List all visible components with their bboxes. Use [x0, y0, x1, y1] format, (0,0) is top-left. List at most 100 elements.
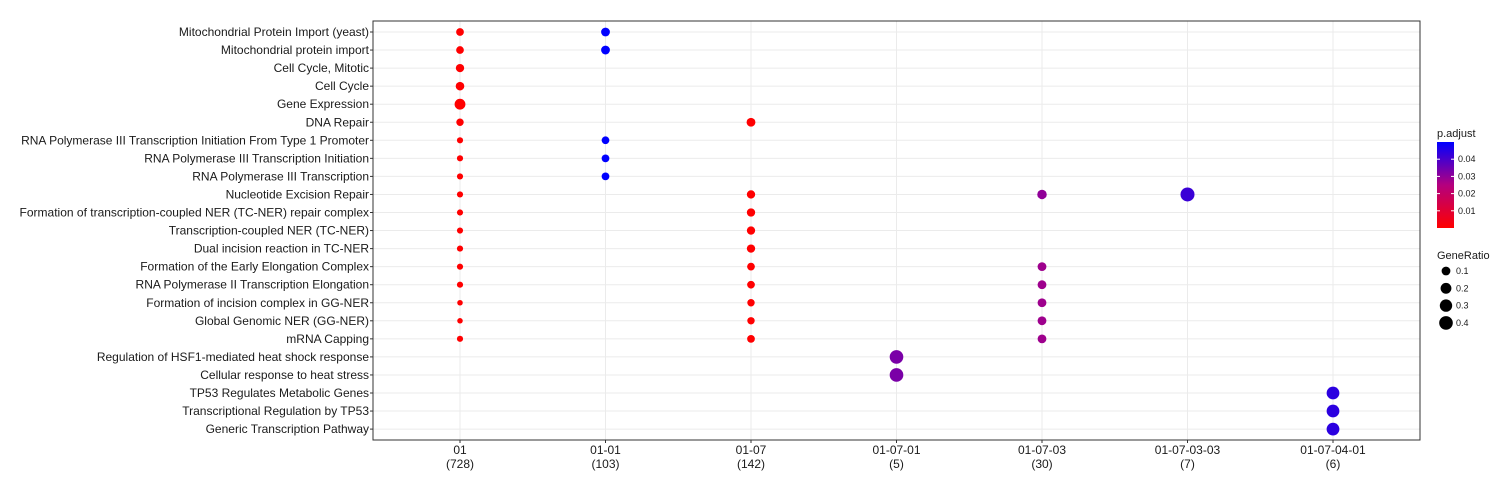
gene-ratio-label-0: 0.1	[1456, 266, 1469, 276]
data-point-01-07-formation-of-transcription-coupled-ner-tc-ner-repair-complex	[746, 208, 756, 217]
data-point-01-07-01-cellular-response-to-heat-stress	[889, 368, 904, 382]
data-point-01-dual-incision-reaction-in-tc-ner	[456, 245, 464, 252]
data-point-01-formation-of-the-early-elongation-complex	[456, 263, 464, 270]
y-tick-label-regulation-of-hsf1-mediated-heat-shock-response: Regulation of HSF1-mediated heat shock r…	[97, 350, 369, 364]
legend-gene-ratio-title: GeneRatio	[1437, 250, 1490, 262]
y-tick-label-rna-polymerase-ii-transcription-elongation: RNA Polymerase II Transcription Elongati…	[136, 278, 369, 292]
data-point-01-01-mitochondrial-protein-import	[601, 45, 610, 55]
x-axis: 01(728) 01-01(103) 01-07(142) 01-07-01(5) 01…	[446, 440, 1366, 471]
data-point-01-07-dna-repair	[746, 117, 756, 127]
data-point-01-07-03-global-genomic-ner-gg-ner	[1037, 316, 1047, 326]
y-tick-label-global-genomic-ner-gg-ner: Global Genomic NER (GG-NER)	[195, 314, 369, 328]
data-point-01-dna-repair	[456, 118, 464, 126]
data-point-01-07-03-formation-of-the-early-elongation-complex	[1037, 262, 1047, 272]
y-tick-label-cell-cycle: Cell Cycle	[315, 79, 369, 93]
x-tick-label-01-07-04-01: 01-07-04-01	[1300, 443, 1366, 457]
y-tick-label-cell-cycle-mitotic: Cell Cycle, Mitotic	[274, 61, 369, 75]
y-tick-label-dna-repair: DNA Repair	[306, 115, 369, 129]
y-tick-label-nucleotide-excision-repair: Nucleotide Excision Repair	[226, 187, 369, 201]
data-point-01-01-mitochondrial-protein-import-yeast	[601, 27, 610, 37]
data-point-01-01-rna-polymerase-iii-transcription	[601, 172, 610, 181]
y-tick-label-formation-of-incision-complex-in-gg-ner: Formation of incision complex in GG-NER	[146, 296, 369, 310]
data-point-01-07-03-03-nucleotide-excision-repair	[1180, 187, 1195, 202]
data-point-01-rna-polymerase-iii-transcription-initiation	[456, 155, 464, 162]
data-point-01-07-04-01-generic-transcription-pathway	[1326, 422, 1340, 436]
data-point-01-07-dual-incision-reaction-in-tc-ner	[746, 244, 756, 253]
data-point-01-transcription-coupled-ner-tc-ner	[456, 227, 464, 234]
x-tick-count-01: (728)	[446, 457, 474, 471]
gene-ratio-key-1	[1440, 282, 1452, 294]
y-tick-label-mitochondrial-protein-import: Mitochondrial protein import	[221, 43, 370, 57]
p-adjust-tick-label-0: 0.01	[1458, 206, 1476, 216]
legend-gene-ratio: GeneRatio 0.1 0.2 0.3 0.4	[1437, 250, 1490, 330]
gene-ratio-key-2	[1439, 299, 1453, 312]
data-point-01-07-nucleotide-excision-repair	[746, 190, 756, 199]
gridlines	[373, 21, 1420, 440]
y-tick-label-transcription-coupled-ner-tc-ner: Transcription-coupled NER (TC-NER)	[169, 224, 369, 238]
data-point-01-07-03-nucleotide-excision-repair	[1037, 189, 1047, 200]
y-tick-label-generic-transcription-pathway: Generic Transcription Pathway	[206, 422, 369, 436]
x-tick-count-01-07-03: (30)	[1031, 457, 1052, 471]
data-point-01-07-01-regulation-of-hsf1-mediated-heat-shock-response	[889, 350, 904, 364]
x-tick-label-01-07-01: 01-07-01	[872, 443, 920, 457]
y-tick-label-tp53-regulates-metabolic-genes: TP53 Regulates Metabolic Genes	[190, 386, 369, 400]
p-adjust-tick-label-3: 0.04	[1458, 154, 1476, 164]
data-point-01-07-formation-of-the-early-elongation-complex	[747, 262, 755, 271]
x-tick-count-01-01: (103)	[591, 457, 619, 471]
data-point-01-formation-of-transcription-coupled-ner-tc-ner-repair-complex	[456, 209, 464, 216]
data-point-01-07-rna-polymerase-ii-transcription-elongation	[747, 280, 755, 289]
data-point-01-nucleotide-excision-repair	[456, 191, 464, 198]
data-point-01-mitochondrial-protein-import-yeast	[456, 28, 464, 36]
data-point-01-07-03-rna-polymerase-ii-transcription-elongation	[1037, 280, 1047, 290]
data-point-01-global-genomic-ner-gg-ner	[457, 318, 463, 324]
y-tick-label-cellular-response-to-heat-stress: Cellular response to heat stress	[200, 368, 369, 382]
legend-p-adjust-title: p.adjust	[1437, 128, 1476, 140]
y-axis: Mitochondrial Protein Import (yeast) Mito…	[20, 25, 373, 436]
data-points	[454, 27, 1340, 436]
legend-p-adjust: p.adjust 0.01 0.02 0.03 0.04	[1437, 128, 1476, 228]
x-tick-count-01-07-01: (5)	[889, 457, 904, 471]
x-tick-label-01-07: 01-07	[736, 443, 767, 457]
gene-ratio-key-3	[1439, 316, 1453, 330]
x-tick-label-01: 01	[453, 443, 467, 457]
x-tick-label-01-07-03-03: 01-07-03-03	[1155, 443, 1221, 457]
gene-ratio-key-0	[1441, 266, 1451, 276]
data-point-01-formation-of-incision-complex-in-gg-ner	[457, 299, 463, 306]
data-point-01-rna-polymerase-iii-transcription	[456, 173, 464, 180]
y-tick-label-mitochondrial-protein-import-yeast: Mitochondrial Protein Import (yeast)	[179, 25, 369, 39]
p-adjust-tick-label-2: 0.03	[1458, 171, 1476, 181]
data-point-01-cell-cycle	[455, 81, 465, 91]
data-point-01-01-rna-polymerase-iii-transcription-initiation-from-type-1-promoter	[601, 136, 610, 145]
x-tick-count-01-07: (142)	[737, 457, 765, 471]
data-point-01-07-global-genomic-ner-gg-ner	[747, 317, 755, 325]
data-point-01-07-transcription-coupled-ner-tc-ner	[746, 226, 756, 235]
y-tick-label-mrna-capping: mRNA Capping	[286, 332, 369, 346]
gene-ratio-label-1: 0.2	[1456, 283, 1469, 293]
data-point-01-mitochondrial-protein-import	[456, 46, 464, 54]
y-tick-label-rna-polymerase-iii-transcription: RNA Polymerase III Transcription	[192, 169, 369, 183]
gene-ratio-label-3: 0.4	[1456, 318, 1469, 328]
data-point-01-rna-polymerase-ii-transcription-elongation	[456, 281, 464, 288]
y-tick-label-rna-polymerase-iii-transcription-initiation-from-type-1-promoter: RNA Polymerase III Transcription Initiat…	[21, 133, 369, 147]
y-tick-label-rna-polymerase-iii-transcription-initiation: RNA Polymerase III Transcription Initiat…	[144, 151, 369, 165]
data-point-01-gene-expression	[454, 98, 466, 110]
x-tick-label-01-01: 01-01	[590, 443, 621, 457]
data-point-01-07-03-formation-of-incision-complex-in-gg-ner	[1037, 298, 1047, 308]
data-point-01-rna-polymerase-iii-transcription-initiation-from-type-1-promoter	[456, 137, 464, 144]
gene-ratio-label-2: 0.3	[1456, 301, 1469, 311]
y-tick-label-formation-of-transcription-coupled-ner-tc-ner-repair-complex: Formation of transcription-coupled NER (…	[20, 206, 369, 220]
y-tick-label-transcriptional-regulation-by-tp53: Transcriptional Regulation by TP53	[182, 404, 369, 418]
data-point-01-07-03-mrna-capping	[1037, 334, 1047, 344]
y-tick-label-dual-incision-reaction-in-tc-ner: Dual incision reaction in TC-NER	[194, 242, 370, 256]
x-tick-count-01-07-03-03: (7)	[1180, 457, 1195, 471]
y-tick-label-gene-expression: Gene Expression	[277, 97, 369, 111]
data-point-01-07-04-01-tp53-regulates-metabolic-genes	[1326, 386, 1340, 400]
data-point-01-01-rna-polymerase-iii-transcription-initiation	[601, 154, 610, 163]
data-point-01-cell-cycle-mitotic	[455, 63, 465, 73]
data-point-01-mrna-capping	[456, 335, 464, 342]
data-point-01-07-formation-of-incision-complex-in-gg-ner	[747, 299, 755, 307]
data-point-01-07-04-01-transcriptional-regulation-by-tp53	[1326, 404, 1340, 418]
data-point-01-07-mrna-capping	[747, 334, 755, 343]
